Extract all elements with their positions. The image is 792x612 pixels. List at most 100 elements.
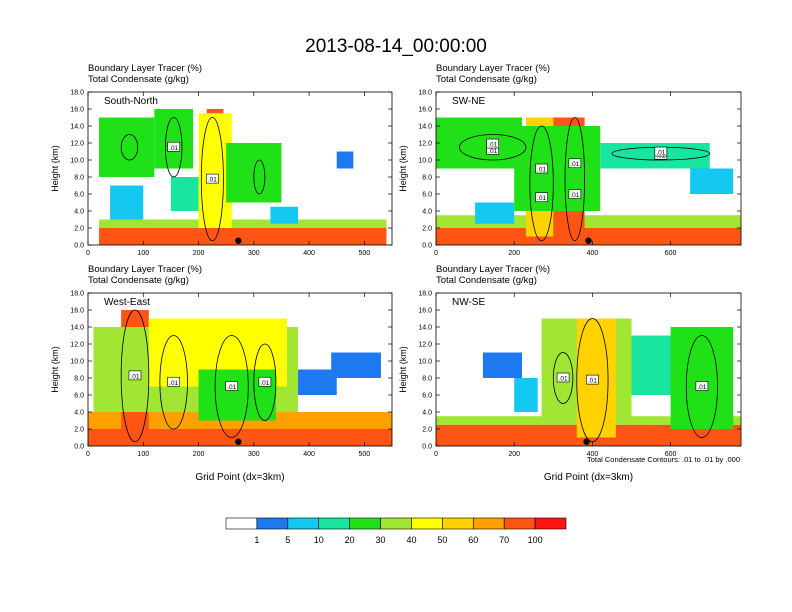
var-label-2: Total Condensate (g/kg) <box>436 74 537 85</box>
contour-label-text: .01 <box>570 161 579 168</box>
location-marker <box>583 438 590 445</box>
x-tick-label: 100 <box>137 451 149 458</box>
x-tick-label: 400 <box>303 250 315 257</box>
x-tick-label: 0 <box>434 250 438 257</box>
colorbar-swatch <box>318 517 350 530</box>
y-tick-label: 8.0 <box>422 376 432 383</box>
colorbar-swatch <box>534 517 567 530</box>
tracer-cell <box>336 151 354 169</box>
plot-frame <box>87 292 393 447</box>
colorbar-swatch <box>256 517 289 530</box>
x-tick-label: 600 <box>665 250 677 257</box>
contour-label: .01 <box>586 374 599 385</box>
var-label-2: Total Condensate (g/kg) <box>436 275 537 286</box>
y-tick-label: 10.0 <box>70 359 84 366</box>
colorbar-label: 5 <box>285 535 290 545</box>
colorbar-label: 30 <box>376 535 386 545</box>
panel-label: South-North <box>104 96 158 107</box>
tracer-cell <box>154 109 194 169</box>
x-axis-label: Grid Point (dx=3km) <box>195 472 284 483</box>
condensate-contour <box>552 352 574 404</box>
plot-frame <box>435 292 742 447</box>
contour-label-box <box>654 146 668 157</box>
tracer-cell <box>99 228 387 245</box>
x-tick-label: 200 <box>508 451 520 458</box>
x-tick-label: 400 <box>587 250 599 257</box>
colorbar-swatch <box>442 517 474 530</box>
contour-label-text: .01 <box>130 373 139 380</box>
y-tick-label: 16.0 <box>418 308 432 315</box>
y-tick-label: 12.0 <box>70 141 84 148</box>
tracer-cell <box>270 206 299 224</box>
var-label-1: Boundary Layer Tracer (%) <box>88 264 202 275</box>
contour-labels: .01 .01 .01 .01 <box>128 370 272 391</box>
var-label-2: Total Condensate (g/kg) <box>88 74 189 85</box>
contour-label-box <box>167 141 180 152</box>
contour-label-text: .01 <box>260 380 269 387</box>
y-tick-label: 2.0 <box>422 427 432 434</box>
y-tick-label: 8.0 <box>74 175 84 182</box>
contour-label-text: .01 <box>488 148 497 155</box>
var-label-1: Boundary Layer Tracer (%) <box>436 264 550 275</box>
condensate-contour <box>214 335 249 438</box>
var-label-1: Boundary Layer Tracer (%) <box>436 63 550 74</box>
panel-nw-se: Boundary Layer Tracer (%) Total Condensa… <box>398 264 742 483</box>
y-tick-label: 2.0 <box>422 226 432 233</box>
y-tick-label: 8.0 <box>74 376 84 383</box>
var-label-2: Total Condensate (g/kg) <box>88 275 189 286</box>
panel-label: NW-SE <box>452 297 485 308</box>
y-tick-label: 2.0 <box>74 226 84 233</box>
condensate-contour <box>564 117 585 242</box>
y-tick-label: 6.0 <box>422 393 432 400</box>
condensate-contour <box>685 335 718 438</box>
contour-label-text: .01 <box>559 376 568 383</box>
y-tick-label: 16.0 <box>70 107 84 114</box>
contour-labels: .01 .01 .01 <box>556 372 709 391</box>
x-tick-label: 200 <box>193 250 205 257</box>
condensate-contour <box>253 343 277 421</box>
contour-label-box <box>586 374 599 385</box>
y-tick-label: 18.0 <box>70 90 84 97</box>
y-tick-label: 12.0 <box>418 141 432 148</box>
contour-label-text: .01 <box>697 384 706 391</box>
y-tick-label: 18.0 <box>418 291 432 298</box>
y-tick-label: 12.0 <box>418 342 432 349</box>
contour-label-box <box>535 192 548 203</box>
x-tick-label: 300 <box>248 250 260 257</box>
contour-label-box <box>486 138 499 149</box>
y-axis-label: Height (km) <box>50 145 60 192</box>
y-tick-label: 14.0 <box>70 124 84 131</box>
y-tick-label: 8.0 <box>422 175 432 182</box>
contour-label: .01 <box>258 376 272 387</box>
x-axis: 0 100 200 300 400 500 Grid Point (dx=3km) <box>86 293 370 483</box>
colorbar-swatch <box>349 517 381 530</box>
tracer-field <box>88 92 392 245</box>
contour-label-text: .01 <box>169 380 178 387</box>
tracer-cell <box>514 126 601 211</box>
tracer-cell <box>482 352 523 378</box>
contour-label: .01 <box>568 158 582 169</box>
y-tick-label: 10.0 <box>70 158 84 165</box>
y-axis: 0.0 2.0 4.0 6.0 8.0 10.0 12.0 14.0 16.0 18.0 Heigh… <box>398 291 741 451</box>
condensate-contour <box>576 318 609 443</box>
panel-label: SW-NE <box>452 96 485 107</box>
y-tick-label: 0.0 <box>422 243 432 250</box>
contour-label: .01 <box>128 370 142 380</box>
tracer-cell <box>99 219 387 228</box>
y-tick-label: 6.0 <box>74 192 84 199</box>
contour-label: .01 <box>654 146 668 157</box>
x-axis-label: Grid Point (dx=3km) <box>544 472 633 483</box>
x-tick-label: 100 <box>137 250 149 257</box>
colorbar: 1 5 10 20 30 40 50 60 70 100 <box>225 517 567 545</box>
contour-label-box <box>258 376 272 387</box>
colorbar-label: 50 <box>437 535 447 545</box>
contour-label: .01 <box>225 381 239 391</box>
contour-labels: .01 .01 <box>167 141 219 184</box>
contour-label-box <box>568 158 582 169</box>
x-tick-label: 200 <box>193 451 205 458</box>
tracer-field <box>436 293 741 446</box>
x-tick-label: 400 <box>587 451 599 458</box>
contour-label-text: .01 <box>570 192 579 199</box>
x-axis: 0 100 200 300 400 500 <box>86 92 370 257</box>
